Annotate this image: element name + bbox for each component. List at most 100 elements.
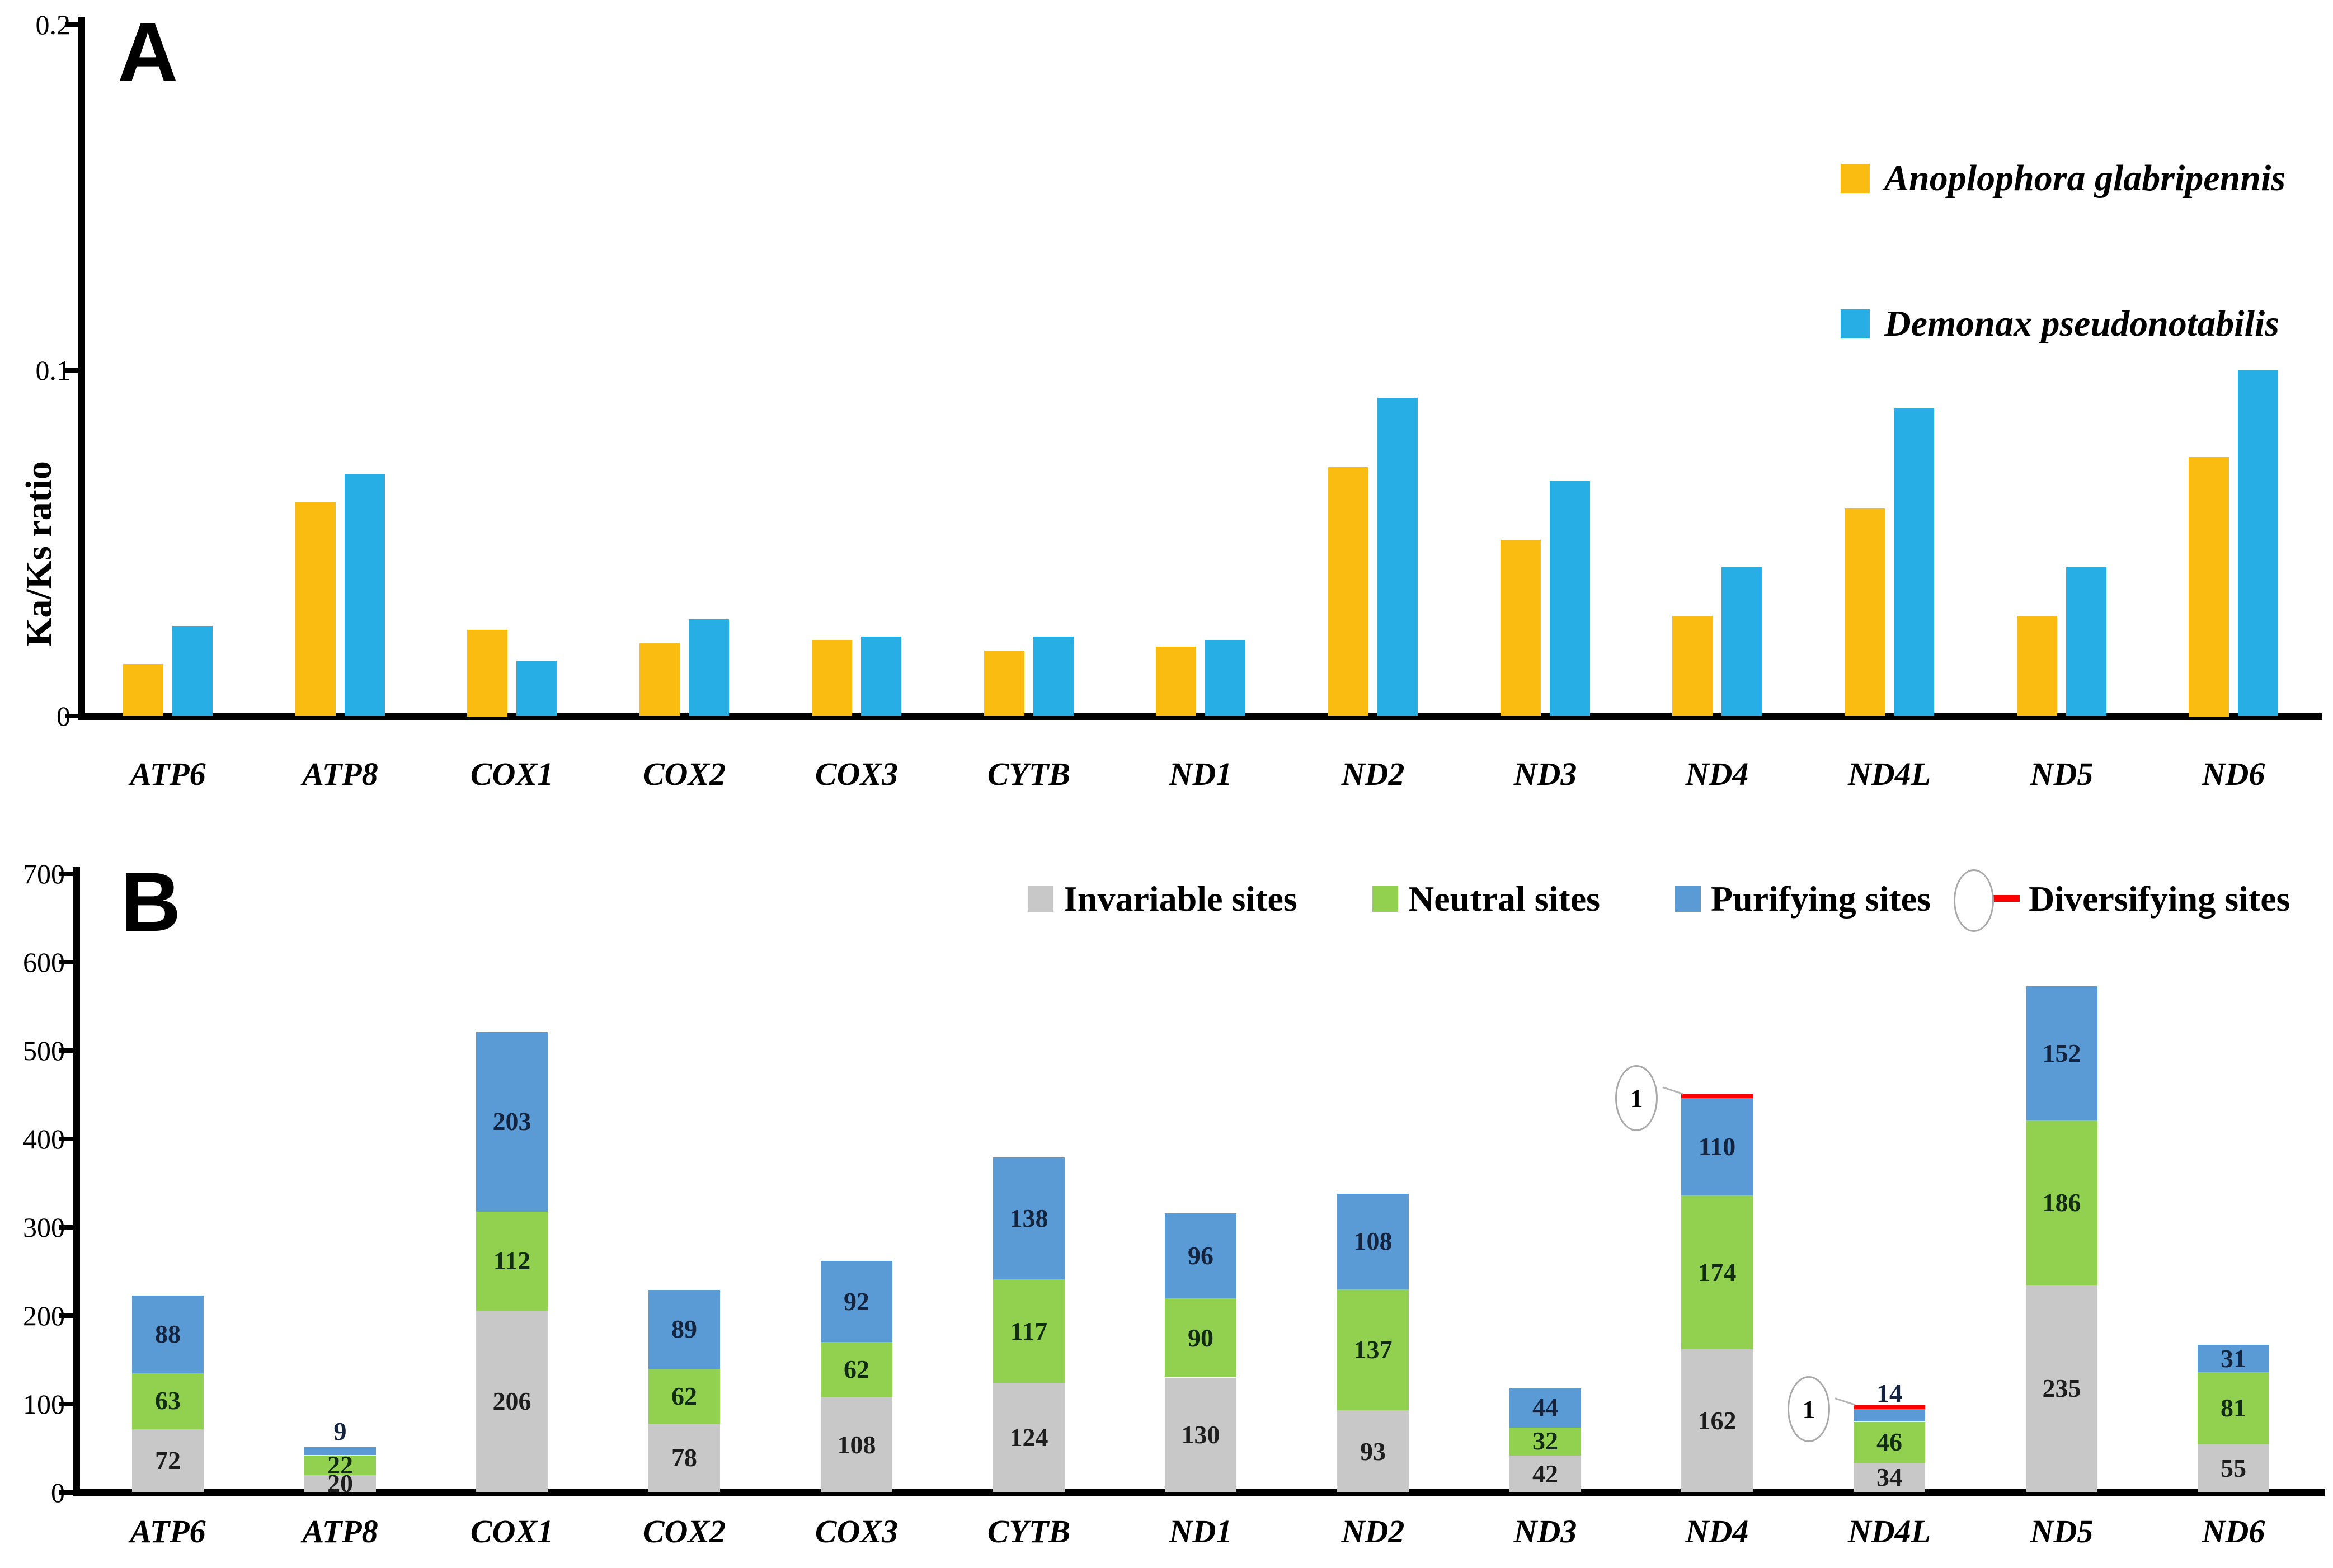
panel-b-y-tick-600	[59, 960, 73, 964]
panel-b-bar-ND2-purifying	[1337, 1194, 1409, 1289]
panel-a-bar-ATP8-series2	[345, 474, 385, 716]
panel-b-legend-label-1: Invariable sites	[1064, 879, 1297, 919]
panel-a-x-label-CYTB: CYTB	[987, 756, 1071, 792]
panel-b-callout-pointer-ND4	[1662, 1086, 1683, 1095]
panel-a-x-label-COX2: COX2	[642, 756, 726, 792]
panel-a-legend-swatch-2	[1841, 309, 1870, 338]
panel-b-bar-label-ND6-neutral: 81	[2221, 1393, 2246, 1422]
panel-b-bar-label-ND5-invariable: 235	[2042, 1374, 2081, 1402]
panel-b-bar-COX1-neutral	[476, 1212, 548, 1311]
panel-b-callout-pointer-ND4L	[1835, 1397, 1856, 1406]
panel-a-bar-CYTB-series1	[984, 651, 1024, 716]
panel-b-legend-label-2: Neutral sites	[1408, 879, 1601, 919]
panel-b-bar-label-ND5-neutral: 186	[2042, 1188, 2081, 1217]
panel-b-bar-CYTB-invariable	[993, 1383, 1065, 1492]
panel-b-bar-label-ND4-invariable: 162	[1697, 1406, 1737, 1435]
panel-b-y-tick-400	[59, 1137, 73, 1141]
panel-b-bar-ATP8-purifying	[304, 1447, 376, 1455]
panel-a-bar-ND5-series2	[2066, 567, 2106, 716]
panel-b-legend-diversifying-oval	[1954, 869, 1994, 932]
panel-b-bar-ND3-purifying	[1509, 1388, 1581, 1428]
panel-b-y-tick-label-100: 100	[23, 1388, 65, 1420]
panel-a-bar-ND6-series2	[2238, 370, 2278, 716]
panel-b-bar-COX3-purifying	[821, 1261, 892, 1342]
panel-a-bar-ND2-series1	[1328, 467, 1368, 716]
panel-b-bar-label-ND4-purifying: 110	[1698, 1132, 1736, 1161]
panel-b-diversifying-line-ND4	[1681, 1094, 1753, 1098]
panel-b-x-label-ATP6: ATP6	[130, 1513, 206, 1550]
panel-a-x-label-ND2: ND2	[1341, 756, 1405, 792]
panel-b-callout-ND4: 1	[1615, 1065, 1658, 1131]
panel-b-bar-ND5-neutral	[2026, 1120, 2097, 1285]
panel-a-bar-ATP6-series1	[123, 664, 163, 716]
panel-b-bar-ND4L-neutral	[1854, 1422, 1925, 1463]
panel-b-bar-COX1-invariable	[476, 1311, 548, 1492]
panel-a-bar-ND4-series1	[1672, 616, 1713, 716]
panel-b-bar-ND6-purifying	[2198, 1345, 2269, 1372]
panel-a-x-label-COX1: COX1	[470, 756, 554, 792]
panel-b-bar-label-CYTB-invariable: 124	[1009, 1423, 1048, 1452]
panel-b-bar-label-COX3-neutral: 62	[844, 1355, 869, 1383]
panel-a-bar-ND6-series1	[2189, 457, 2229, 717]
panel-a-legend-label-1: Anoplophora glabripennis	[1884, 158, 2286, 199]
panel-b-bar-label-CYTB-neutral: 117	[1010, 1317, 1048, 1345]
panel-a-legend-item-1: Anoplophora glabripennis	[1841, 159, 2285, 198]
panel-b-bar-ND6-neutral	[2198, 1372, 2269, 1444]
panel-a-y-tick-0	[65, 714, 78, 718]
panel-b-bar-label-COX3-purifying: 92	[844, 1287, 869, 1316]
panel-b-x-label-ND4L: ND4L	[1847, 1513, 1931, 1550]
panel-b-bar-ND3-neutral	[1509, 1427, 1581, 1456]
panel-a-bar-ATP8-series1	[295, 502, 336, 716]
panel-b-y-tick-100	[59, 1402, 73, 1406]
panel-b-legend-swatch-3	[1675, 886, 1701, 912]
panel-b-diversifying-line-ND4L	[1854, 1405, 1925, 1409]
panel-b-bar-label-COX3-invariable: 108	[837, 1430, 876, 1459]
panel-a-y-tick-label-0.2: 0.2	[35, 9, 71, 40]
panel-b-bar-label-COX1-invariable: 206	[492, 1387, 531, 1415]
panel-b-callout-ND4L: 1	[1788, 1376, 1830, 1442]
panel-a-y-axis	[78, 17, 85, 719]
panel-a-y-tick-0.1	[65, 368, 78, 373]
panel-b-y-tick-500	[59, 1048, 73, 1053]
panel-b-bar-ND4L-invariable	[1854, 1462, 1925, 1492]
panel-a-bar-CYTB-series2	[1033, 637, 1074, 716]
panel-b-bar-ND1-invariable	[1165, 1378, 1236, 1492]
panel-b-bar-label-ND6-purifying: 31	[2221, 1344, 2246, 1373]
panel-b-bar-label-COX1-purifying: 203	[492, 1107, 531, 1136]
panel-b-legend-swatch-2	[1372, 886, 1398, 912]
panel-b-x-label-ND1: ND1	[1169, 1513, 1233, 1550]
panel-b-x-label-ND2: ND2	[1341, 1513, 1405, 1550]
panel-b-x-label-ND5: ND5	[2030, 1513, 2094, 1550]
panel-b-bar-label-ATP6-neutral: 63	[155, 1386, 181, 1415]
panel-a-x-label-COX3: COX3	[815, 756, 899, 792]
panel-a-x-label-ND6: ND6	[2202, 756, 2265, 792]
panel-b-x-label-CYTB: CYTB	[987, 1513, 1071, 1550]
panel-b-y-tick-200	[59, 1313, 73, 1318]
panel-a-bar-ND2-series2	[1377, 398, 1418, 716]
panel-b-bar-label-ND1-purifying: 96	[1188, 1241, 1213, 1270]
panel-a-legend-label-2: Demonax pseudonotabilis	[1884, 303, 2279, 344]
panel-a-bar-COX1-series2	[516, 661, 557, 716]
panel-b-bar-ND2-invariable	[1337, 1410, 1409, 1492]
panel-b-bar-COX2-neutral	[648, 1369, 720, 1424]
panel-b-bar-label-ND2-neutral: 137	[1353, 1335, 1393, 1364]
panel-b-bar-label-ND2-invariable: 93	[1360, 1437, 1386, 1466]
panel-b-bar-label-ND4-neutral: 174	[1697, 1258, 1737, 1287]
panel-b-x-label-COX2: COX2	[642, 1513, 726, 1550]
panel-a-bar-COX3-series1	[812, 640, 852, 716]
panel-b-legend-diversifying-dash	[1992, 895, 2020, 902]
panel-a-bar-COX1-series1	[467, 630, 507, 717]
panel-b-bar-ND6-invariable	[2198, 1444, 2269, 1492]
panel-b-x-axis	[73, 1489, 2325, 1496]
panel-b-bar-ND4-purifying	[1681, 1098, 1753, 1195]
panel-b-bar-label-ND6-invariable: 55	[2221, 1454, 2246, 1482]
panel-b-bar-label-ATP8-purifying: 9	[333, 1417, 347, 1445]
panel-b-bar-label-ND1-invariable: 130	[1181, 1420, 1220, 1449]
panel-a-y-tick-label-0: 0	[57, 700, 70, 732]
panel-b-bar-label-ND1-neutral: 90	[1188, 1324, 1213, 1352]
panel-b-legend-label-3: Purifying sites	[1711, 879, 1931, 919]
panel-b-bar-ATP6-neutral	[132, 1373, 204, 1429]
panel-b-y-tick-label-600: 600	[23, 947, 65, 978]
panel-b-bar-label-ND3-invariable: 42	[1532, 1459, 1558, 1488]
panel-a-bar-ND4L-series1	[1845, 508, 1885, 716]
